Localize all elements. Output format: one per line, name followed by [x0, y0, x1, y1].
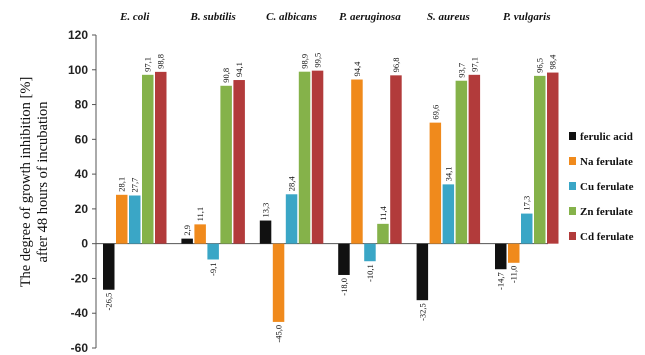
y-tick-label: 120 — [68, 28, 88, 42]
bar — [142, 74, 154, 244]
data-label: 94,4 — [352, 61, 362, 77]
data-label: 96,8 — [391, 57, 401, 72]
data-label: -18,0 — [339, 278, 349, 296]
legend-swatch — [569, 232, 576, 240]
data-label: 90,8 — [221, 68, 231, 83]
bar — [220, 85, 232, 244]
y-ticks: -60 -40 -20 0 20 40 60 80 100 120 — [68, 28, 96, 355]
bar — [207, 243, 219, 260]
bar — [233, 80, 245, 244]
data-label: 99,5 — [313, 53, 323, 68]
bar — [455, 80, 468, 244]
legend: ferulic acid Na ferulate Cu ferulate Zn fer… — [569, 131, 634, 243]
data-label: 34,1 — [443, 166, 453, 181]
bar — [351, 79, 363, 244]
bar — [468, 74, 481, 244]
data-label: -10,1 — [365, 264, 375, 282]
y-tick-label: 80 — [75, 98, 89, 112]
data-label: 98,4 — [548, 54, 558, 70]
y-axis-label-line-2: after 48 hours of incubation — [35, 101, 51, 263]
bar — [103, 243, 115, 290]
y-axis-label-line-1: The degree of growth inhibition [%] — [18, 77, 34, 288]
data-label: -14,7 — [496, 272, 506, 290]
data-label: -32,5 — [417, 303, 427, 321]
data-label: -45,0 — [274, 325, 284, 343]
category-label: P. aeruginosa — [339, 11, 401, 23]
category-label: S. aureus — [427, 11, 470, 23]
bar — [364, 243, 376, 262]
bar — [338, 243, 350, 275]
bar — [298, 71, 311, 244]
data-label: 97,1 — [143, 57, 153, 72]
bar — [442, 184, 455, 244]
y-axis-label: The degree of growth inhibition [%] afte… — [18, 77, 51, 288]
data-label: 98,8 — [156, 54, 166, 69]
bar — [181, 238, 193, 244]
category-label: P. vulgaris — [503, 11, 550, 23]
y-tick-label: -60 — [71, 341, 89, 355]
bar — [429, 122, 442, 244]
category-label: B. subtilis — [190, 11, 236, 23]
data-label: 94,1 — [234, 62, 244, 77]
data-label: 28,4 — [287, 176, 297, 192]
y-tick-label: 60 — [75, 132, 89, 146]
legend-swatch — [569, 132, 576, 140]
data-labels: -26,528,1 27,797,1 98,82,911,1-9,190,8 94,1… — [104, 53, 558, 343]
y-tick-label: -40 — [71, 306, 89, 320]
bar — [390, 75, 402, 244]
bar — [416, 243, 429, 301]
bar — [311, 70, 324, 244]
legend-label: Zn ferulate — [580, 206, 633, 218]
bar — [508, 243, 520, 263]
y-tick-label: 20 — [75, 202, 89, 216]
data-label: -26,5 — [104, 293, 114, 311]
bar — [155, 71, 167, 244]
data-label: 11,4 — [378, 206, 388, 221]
data-label: 2,9 — [182, 225, 192, 236]
legend-label: ferulic acid — [580, 131, 633, 143]
data-label: -9,1 — [208, 262, 218, 275]
legend-label: Cd ferulate — [580, 231, 634, 243]
y-tick-label: 40 — [75, 167, 89, 181]
category-labels: E. coli B. subtilis C. albicans P. aerugino… — [119, 11, 550, 23]
bar — [495, 243, 507, 270]
data-label: 28,1 — [117, 177, 127, 192]
data-label: 13,3 — [261, 203, 271, 218]
y-tick-label: -20 — [71, 271, 89, 285]
data-label: 11,1 — [195, 207, 205, 222]
bars — [103, 70, 559, 322]
bar — [129, 195, 141, 244]
legend-swatch — [569, 182, 576, 190]
bar — [377, 223, 389, 244]
legend-label: Na ferulate — [580, 156, 633, 168]
bar — [259, 220, 272, 244]
bar — [194, 224, 206, 244]
bar — [272, 243, 285, 322]
category-label: C. albicans — [266, 11, 317, 23]
y-tick-label: 100 — [68, 63, 88, 77]
data-label: 69,6 — [430, 105, 440, 120]
data-label: 98,9 — [300, 54, 310, 69]
legend-swatch — [569, 157, 576, 165]
bar — [116, 194, 128, 244]
data-label: 17,3 — [522, 196, 532, 211]
data-label: 96,5 — [535, 58, 545, 73]
y-tick-label: 0 — [81, 237, 88, 251]
data-label: -11,0 — [509, 266, 519, 283]
legend-label: Cu ferulate — [580, 181, 634, 193]
data-label: 93,7 — [456, 63, 466, 78]
bar — [521, 213, 533, 244]
bar — [534, 75, 546, 244]
legend-swatch — [569, 207, 576, 215]
category-label: E. coli — [119, 11, 150, 23]
data-label: 27,7 — [130, 178, 140, 193]
data-label: 97,1 — [469, 57, 479, 72]
bar — [285, 194, 298, 244]
bar — [547, 72, 559, 244]
